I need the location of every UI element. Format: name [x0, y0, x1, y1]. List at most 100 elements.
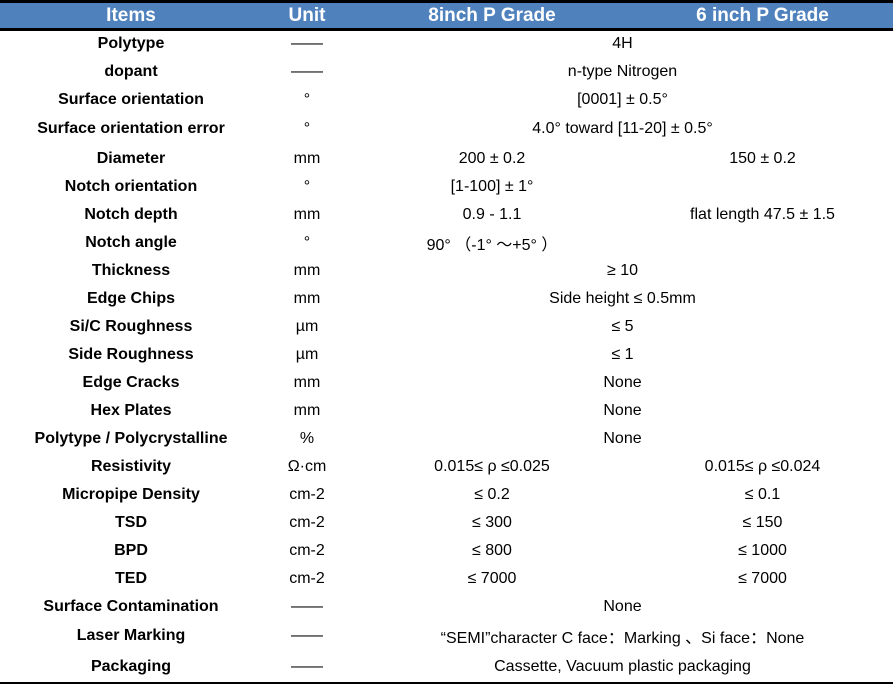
value-cell-6inch: 0.015≤ ρ ≤0.024	[704, 457, 821, 475]
table-row: Edge Chips mm Side height ≤ 0.5mm	[0, 285, 893, 313]
item-name: TED	[115, 569, 147, 587]
unit-cell: mm	[293, 261, 321, 279]
item-name: Notch orientation	[64, 177, 198, 195]
value-cell-8inch: 200 ± 0.2	[458, 149, 526, 167]
table-row: Side Roughness µm ≤ 1	[0, 341, 893, 369]
value-cell-6inch: ≤ 150	[742, 513, 783, 531]
item-name: Surface orientation error	[37, 120, 225, 137]
unit-cell: %	[299, 429, 315, 447]
value-cell-both: None	[603, 597, 642, 615]
item-name: Polytype	[97, 35, 165, 53]
header-6inch: 6 inch P Grade	[632, 0, 893, 31]
table-row: TSD cm-2 ≤ 300 ≤ 150	[0, 509, 893, 537]
table-row: Edge Cracks mm None	[0, 369, 893, 397]
item-name: dopant	[104, 62, 158, 80]
value-cell-8inch: 0.9 - 1.1	[462, 205, 522, 223]
item-name: TSD	[115, 513, 147, 531]
item-name: Hex Plates	[90, 401, 172, 419]
item-name: Surface Contamination	[43, 597, 219, 615]
item-name: Polytype / Polycrystalline	[34, 429, 228, 447]
value-cell-8inch: ≤ 800	[472, 541, 512, 559]
unit-cell: mm	[293, 401, 321, 419]
table-row: Diameter mm 200 ± 0.2 150 ± 0.2	[0, 145, 893, 173]
unit-cell: mm	[293, 373, 321, 391]
unit-cell: ——	[262, 651, 352, 684]
value-cell-both: Side height ≤ 0.5mm	[549, 289, 696, 307]
table-row: Hex Plates mm None	[0, 397, 893, 425]
unit-cell: °	[303, 120, 311, 137]
unit-cell: mm	[293, 149, 321, 167]
value-cell-both: None	[603, 373, 642, 391]
table-row: dopant —— n-type Nitrogen	[0, 58, 893, 86]
table-row: Polytype / Polycrystalline% None	[0, 425, 893, 453]
table-row: Polytype —— 4H	[0, 30, 893, 58]
table-row: Laser Marking —— “SEMI”character C face：Ma…	[0, 621, 893, 652]
value-cell-6inch: ≤ 7000	[738, 569, 787, 587]
value-cell-8inch: ≤ 7000	[467, 569, 517, 587]
item-name: Side Roughness	[68, 345, 194, 363]
table-row: Thickness mm ≥ 10	[0, 257, 893, 285]
value-cell-both: ≤ 1	[611, 345, 634, 363]
unit-cell: Ω·cm	[287, 457, 327, 475]
header-unit: Unit	[262, 0, 352, 31]
value-cell-both: Cassette, Vacuum plastic packaging	[352, 651, 893, 684]
header-items: Items	[0, 0, 262, 31]
item-name: Edge Cracks	[82, 373, 180, 391]
table-row: Surface Contamination —— None	[0, 593, 893, 621]
value-cell-8inch: 90° （-1° ～+5° ）	[426, 236, 558, 254]
table-row: Surface orientation error ° 4.0° toward [1…	[0, 114, 893, 145]
unit-cell: mm	[293, 289, 321, 307]
value-cell-both: [0001] ± 0.5°	[577, 90, 668, 108]
value-cell-6inch: ≤ 0.1	[744, 485, 781, 503]
value-cell-both: 4.0° toward [11-20] ± 0.5°	[532, 120, 713, 137]
item-name: Laser Marking	[76, 627, 186, 644]
value-cell-6inch	[632, 229, 893, 257]
value-cell-6inch: 150 ± 0.2	[729, 149, 796, 167]
item-name: Packaging	[0, 651, 262, 684]
value-cell-8inch: 0.015≤ ρ ≤0.025	[434, 457, 550, 475]
unit-cell: cm-2	[289, 541, 325, 559]
value-cell-8inch: ≤ 0.2	[474, 485, 510, 503]
item-name: Notch depth	[84, 205, 178, 223]
value-cell-both: 4H	[612, 35, 633, 53]
unit-cell: cm-2	[289, 513, 325, 531]
table-row: Micropipe Density cm-2 ≤ 0.2 ≤ 0.1	[0, 481, 893, 509]
item-name: Thickness	[91, 261, 171, 279]
value-cell-both: ≤ 5	[611, 317, 634, 335]
table-row: Si/C Roughness µm ≤ 5	[0, 313, 893, 341]
unit-cell: mm	[293, 205, 321, 223]
item-name: Surface orientation	[58, 90, 204, 108]
unit-cell: ——	[291, 597, 323, 615]
value-cell-6inch: ≤ 1000	[738, 541, 787, 559]
table-row: Surface orientation ° [0001] ± 0.5°	[0, 86, 893, 114]
item-name: Micropipe Density	[62, 485, 200, 503]
header-row: Items Unit 8inch P Grade 6 inch P Grade	[0, 0, 893, 31]
unit-cell: °	[303, 90, 311, 108]
value-cell-8inch: [1-100] ± 1°	[450, 177, 534, 195]
item-name: Edge Chips	[86, 289, 175, 307]
value-cell-both: None	[603, 429, 642, 447]
value-cell-both: None	[603, 401, 642, 419]
unit-cell: ——	[291, 627, 323, 644]
item-name: Resistivity	[90, 457, 172, 475]
unit-cell: µm	[295, 345, 319, 363]
unit-cell: cm-2	[289, 485, 325, 503]
table-row: Resistivity Ω·cm 0.015≤ ρ ≤0.025 0.015≤ ρ ≤…	[0, 453, 893, 481]
unit-cell: ——	[291, 62, 323, 80]
unit-cell: µm	[295, 317, 319, 335]
unit-cell: ——	[291, 35, 323, 53]
table-row: Notch orientation ° [1-100] ± 1°	[0, 173, 893, 201]
value-cell-6inch	[632, 173, 893, 201]
table-row: Notch angle ° 90° （-1° ～+5° ）	[0, 229, 893, 257]
item-name: Diameter	[96, 149, 166, 167]
unit-cell: °	[303, 233, 311, 251]
value-cell-both: ≥ 10	[606, 261, 639, 279]
value-cell-8inch: ≤ 300	[472, 513, 512, 531]
item-name: BPD	[114, 541, 148, 559]
table-row: TED cm-2 ≤ 7000 ≤ 7000	[0, 565, 893, 593]
table-row: Packaging —— Cassette, Vacuum plastic pack…	[0, 651, 893, 684]
item-name: Si/C Roughness	[69, 317, 193, 335]
value-cell-both: n-type Nitrogen	[567, 62, 678, 80]
table-row: BPD cm-2 ≤ 800 ≤ 1000	[0, 537, 893, 565]
